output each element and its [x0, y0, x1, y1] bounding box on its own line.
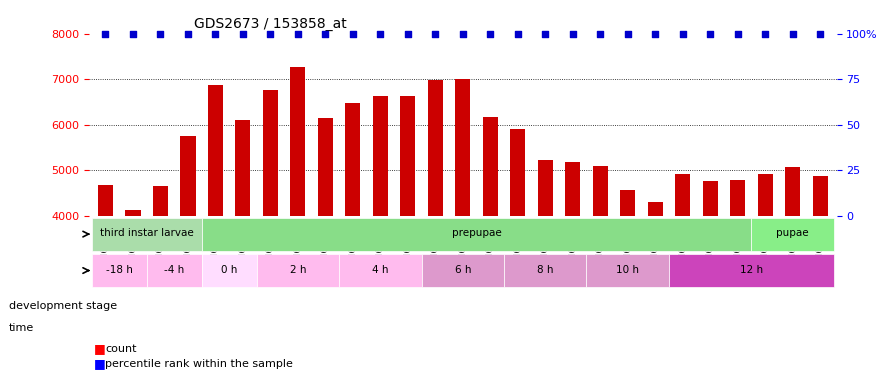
FancyBboxPatch shape	[669, 254, 834, 287]
FancyBboxPatch shape	[587, 254, 669, 287]
Text: 2 h: 2 h	[289, 265, 306, 275]
Point	[538, 31, 553, 37]
Point	[181, 31, 195, 37]
Point	[758, 31, 773, 37]
Bar	[428, 80, 443, 375]
Text: -18 h: -18 h	[106, 265, 133, 275]
Point	[676, 31, 690, 37]
FancyBboxPatch shape	[422, 254, 504, 287]
Point	[813, 31, 827, 37]
Point	[373, 31, 387, 37]
Point	[593, 31, 607, 37]
Point	[319, 31, 333, 37]
Point	[153, 31, 167, 37]
Bar	[730, 180, 745, 375]
Bar	[456, 79, 470, 375]
Point	[99, 31, 113, 37]
FancyBboxPatch shape	[504, 254, 587, 287]
Point	[648, 31, 662, 37]
FancyBboxPatch shape	[256, 254, 339, 287]
Point	[236, 31, 250, 37]
FancyBboxPatch shape	[147, 254, 202, 287]
Bar	[676, 174, 691, 375]
Text: count: count	[105, 344, 136, 354]
Text: ■: ■	[93, 357, 105, 370]
Point	[208, 31, 222, 37]
Text: -4 h: -4 h	[164, 265, 184, 275]
FancyBboxPatch shape	[202, 218, 751, 250]
Bar	[813, 176, 828, 375]
Text: 6 h: 6 h	[455, 265, 471, 275]
Point	[731, 31, 745, 37]
Point	[456, 31, 470, 37]
Text: pupae: pupae	[776, 228, 809, 238]
Text: third instar larvae: third instar larvae	[100, 228, 194, 238]
Text: 0 h: 0 h	[221, 265, 238, 275]
Text: development stage: development stage	[9, 301, 117, 310]
Text: 4 h: 4 h	[372, 265, 389, 275]
Text: 8 h: 8 h	[537, 265, 554, 275]
Point	[566, 31, 580, 37]
Bar	[125, 210, 141, 375]
Point	[703, 31, 717, 37]
Bar	[345, 102, 360, 375]
FancyBboxPatch shape	[339, 254, 422, 287]
FancyBboxPatch shape	[92, 254, 147, 287]
FancyBboxPatch shape	[751, 218, 834, 250]
Bar	[263, 90, 278, 375]
Bar	[235, 120, 250, 375]
Bar	[318, 118, 333, 375]
Bar	[702, 181, 717, 375]
Bar	[510, 129, 525, 375]
Bar	[208, 85, 223, 375]
Bar	[538, 160, 553, 375]
Point	[291, 31, 305, 37]
Point	[483, 31, 498, 37]
Point	[345, 31, 360, 37]
Point	[400, 31, 415, 37]
Text: time: time	[9, 323, 34, 333]
Point	[511, 31, 525, 37]
FancyBboxPatch shape	[92, 218, 202, 250]
Bar	[153, 186, 168, 375]
Bar	[373, 96, 388, 375]
Bar	[620, 190, 635, 375]
Bar	[98, 185, 113, 375]
Bar	[400, 96, 416, 375]
Text: prepupae: prepupae	[451, 228, 501, 238]
Text: 10 h: 10 h	[616, 265, 639, 275]
Point	[263, 31, 278, 37]
Text: GDS2673 / 153858_at: GDS2673 / 153858_at	[194, 17, 346, 32]
Bar	[785, 167, 800, 375]
FancyBboxPatch shape	[202, 254, 256, 287]
Point	[786, 31, 800, 37]
Point	[428, 31, 442, 37]
Text: ■: ■	[93, 342, 105, 355]
Bar	[565, 162, 580, 375]
Text: 12 h: 12 h	[740, 265, 763, 275]
Point	[620, 31, 635, 37]
Text: percentile rank within the sample: percentile rank within the sample	[105, 359, 293, 369]
Bar	[593, 166, 608, 375]
Bar	[482, 117, 498, 375]
Bar	[290, 67, 305, 375]
Bar	[648, 202, 663, 375]
Bar	[757, 174, 773, 375]
Point	[125, 31, 140, 37]
Bar	[181, 136, 196, 375]
